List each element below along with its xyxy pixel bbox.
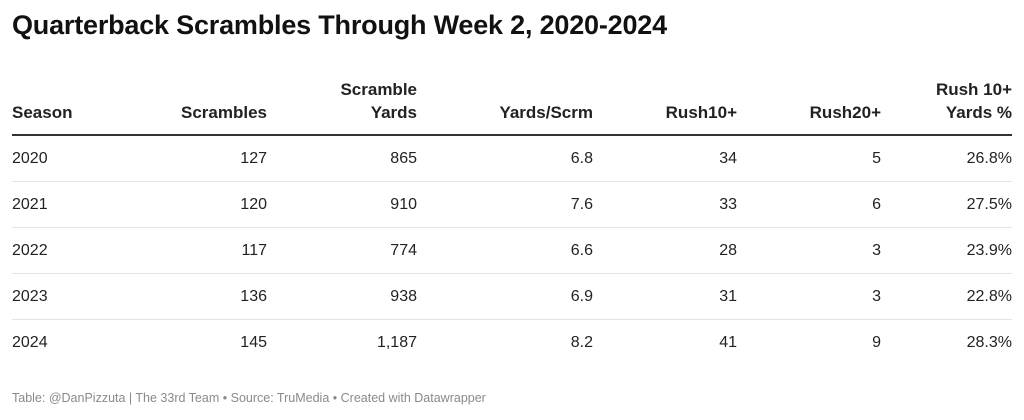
table-cell: 7.6 [417,181,593,228]
table-cell: 127 [112,135,267,182]
table-cell: 2021 [12,181,112,228]
table-cell: 910 [267,181,417,228]
table-cell: 41 [719,333,737,351]
table-cell: 2022 [12,227,112,274]
table-cell: 2023 [12,273,112,320]
table-cell: 1,187 [376,333,417,351]
table-row: 2024 145 1,187 8.2 41 9 28.3% [12,320,1012,366]
table-cell: 9 [872,333,881,351]
table-cell: 938 [267,273,417,320]
created-with-note: Created with Datawrapper [340,391,486,405]
table-cell: 136 [112,273,267,320]
chart-footer: Table: @DanPizzuta | The 33rd Team • Sou… [12,391,486,405]
table-cell: 28.3% [966,333,1012,351]
table-cell: 31 [593,273,737,320]
table-cell: 6.9 [417,273,593,320]
table-cell: 774 [267,227,417,274]
column-header: Scramble Yards [267,78,417,136]
footer-separator: • [222,391,231,405]
table-credit: Table: @DanPizzuta | The 33rd Team [12,391,220,405]
table-cell: 33 [593,181,737,228]
table-cell: 5 [737,135,881,182]
table-cell: 2020 [12,135,112,182]
table-row: 2022 117 774 6.6 28 3 23.9% [12,227,1012,274]
table-cell: 27.5% [881,181,1012,228]
table-cell: 3 [737,273,881,320]
table-header-row: Season Scrambles Scramble Yards Yards/Sc… [12,78,1012,136]
table-cell: 23.9% [881,227,1012,274]
table-row: 2020 127 865 6.8 34 5 26.8% [12,135,1012,182]
table-cell: 34 [593,135,737,182]
table-cell: 117 [112,227,267,274]
column-header: Rush10+ [593,78,737,136]
table-cell: 6 [737,181,881,228]
table-cell: 3 [737,227,881,274]
table-cell: 8.2 [570,333,593,351]
column-header: Season [12,78,112,136]
table-row: 2021 120 910 7.6 33 6 27.5% [12,181,1012,228]
source-note: Source: TruMedia [230,391,330,405]
table-cell: 22.8% [881,273,1012,320]
column-header: Rush 10+ Yards % [881,78,1012,136]
table-cell: 26.8% [881,135,1012,182]
table-cell: 865 [267,135,417,182]
table-cell: 6.8 [417,135,593,182]
table-cell: 2024 [12,333,48,351]
footer-separator: • [332,391,341,405]
table-row: 2023 136 938 6.9 31 3 22.8% [12,273,1012,320]
table-cell: 120 [112,181,267,228]
chart-title: Quarterback Scrambles Through Week 2, 20… [12,10,667,40]
data-table: Season Scrambles Scramble Yards Yards/Sc… [12,78,1012,365]
table-cell: 28 [593,227,737,274]
table-cell: 6.6 [417,227,593,274]
column-header: Rush20+ [737,78,881,136]
column-header: Yards/Scrm [417,78,593,136]
column-header: Scrambles [112,78,267,136]
table-cell: 145 [240,333,267,351]
